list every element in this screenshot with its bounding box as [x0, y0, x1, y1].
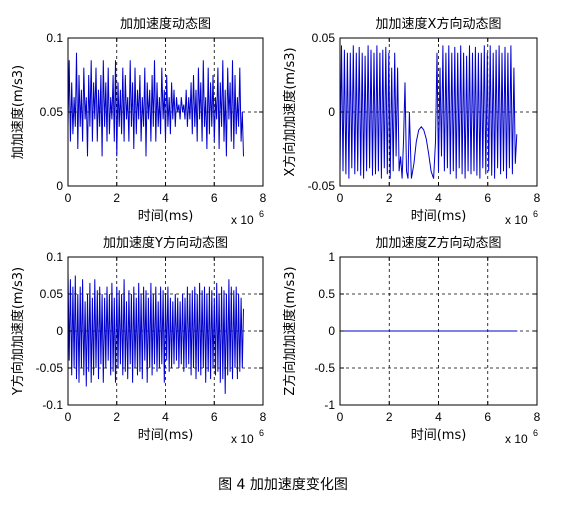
y-tick-label: 0.1: [46, 31, 63, 45]
x-tick-label: 0: [65, 410, 72, 424]
x-tick-label: 4: [162, 191, 169, 205]
y-axis-label: Y方向加加速度(m/s3): [10, 267, 26, 396]
x-tick-label: 4: [162, 410, 169, 424]
x-tick-label: 2: [386, 191, 393, 205]
x-exponent: 6: [533, 428, 538, 438]
y-axis-label: Z方向加加速度(m/s3): [282, 266, 298, 395]
x-axis-label: 时间(ms): [138, 209, 194, 224]
x-tick-label: 6: [484, 191, 491, 205]
x-exponent: 6: [259, 209, 264, 219]
x-tick-label: 8: [534, 410, 541, 424]
x-exponent: 6: [533, 209, 538, 219]
x-tick-label: 2: [113, 410, 120, 424]
x-exponent-base: x 10: [505, 213, 528, 227]
chart-title: 加加速度动态图: [120, 16, 211, 32]
y-tick-label: 0: [56, 324, 63, 338]
y-tick-label: -0.05: [308, 179, 336, 193]
y-tick-label: -0.5: [314, 361, 335, 375]
x-tick-label: 4: [435, 410, 442, 424]
y-tick-label: 1: [328, 250, 335, 264]
series-line: [67, 271, 244, 394]
series-line: [67, 52, 244, 157]
x-tick-label: 6: [211, 191, 218, 205]
x-tick-label: 6: [484, 410, 491, 424]
y-tick-label: 0.5: [318, 287, 335, 301]
chart-title: 加加速度Z方向动态图: [376, 235, 502, 251]
chart-title: 加加速度X方向动态图: [376, 16, 502, 32]
x-axis-label: 时间(ms): [411, 428, 467, 443]
y-tick-label: 0.05: [312, 31, 336, 45]
x-tick-label: 4: [435, 191, 442, 205]
y-tick-label: -1: [324, 398, 335, 412]
chart-title: 加加速度Y方向动态图: [103, 235, 228, 251]
y-tick-label: 0.05: [40, 287, 64, 301]
x-exponent-base: x 10: [231, 432, 254, 446]
y-axis-label: X方向加加速度(m/s3): [282, 47, 298, 176]
x-tick-label: 0: [337, 410, 344, 424]
y-axis-label: 加加速度(m/s3): [10, 65, 26, 159]
x-exponent-base: x 10: [505, 432, 528, 446]
x-tick-label: 0: [337, 191, 344, 205]
x-tick-label: 2: [386, 410, 393, 424]
y-tick-label: -0.05: [36, 361, 64, 375]
x-tick-label: 6: [211, 410, 218, 424]
y-tick-label: 0: [56, 179, 63, 193]
y-tick-label: 0: [328, 105, 335, 119]
y-tick-label: -0.1: [42, 398, 63, 412]
x-tick-label: 8: [260, 410, 267, 424]
x-tick-label: 0: [65, 191, 72, 205]
x-exponent-base: x 10: [231, 213, 254, 227]
y-tick-label: 0.05: [40, 105, 64, 119]
figure-caption: 图 4 加加速度变化图: [218, 477, 348, 493]
series-line: [339, 45, 518, 179]
x-axis-label: 时间(ms): [138, 428, 194, 443]
x-tick-label: 8: [260, 191, 267, 205]
x-axis-label: 时间(ms): [411, 209, 467, 224]
x-tick-label: 2: [113, 191, 120, 205]
y-tick-label: 0: [328, 324, 335, 338]
x-exponent: 6: [259, 428, 264, 438]
x-tick-label: 8: [534, 191, 541, 205]
y-tick-label: 0.1: [46, 250, 63, 264]
